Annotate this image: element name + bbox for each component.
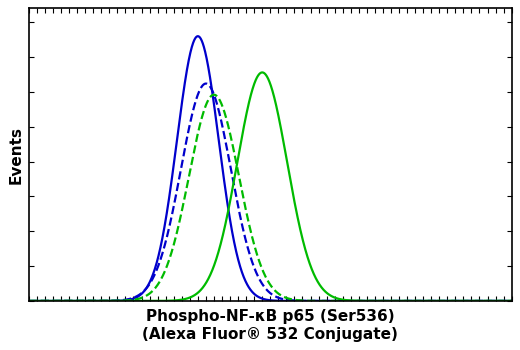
Y-axis label: Events: Events [8, 126, 23, 184]
X-axis label: Phospho-NF-κB p65 (Ser536)
(Alexa Fluor® 532 Conjugate): Phospho-NF-κB p65 (Ser536) (Alexa Fluor®… [142, 309, 398, 342]
